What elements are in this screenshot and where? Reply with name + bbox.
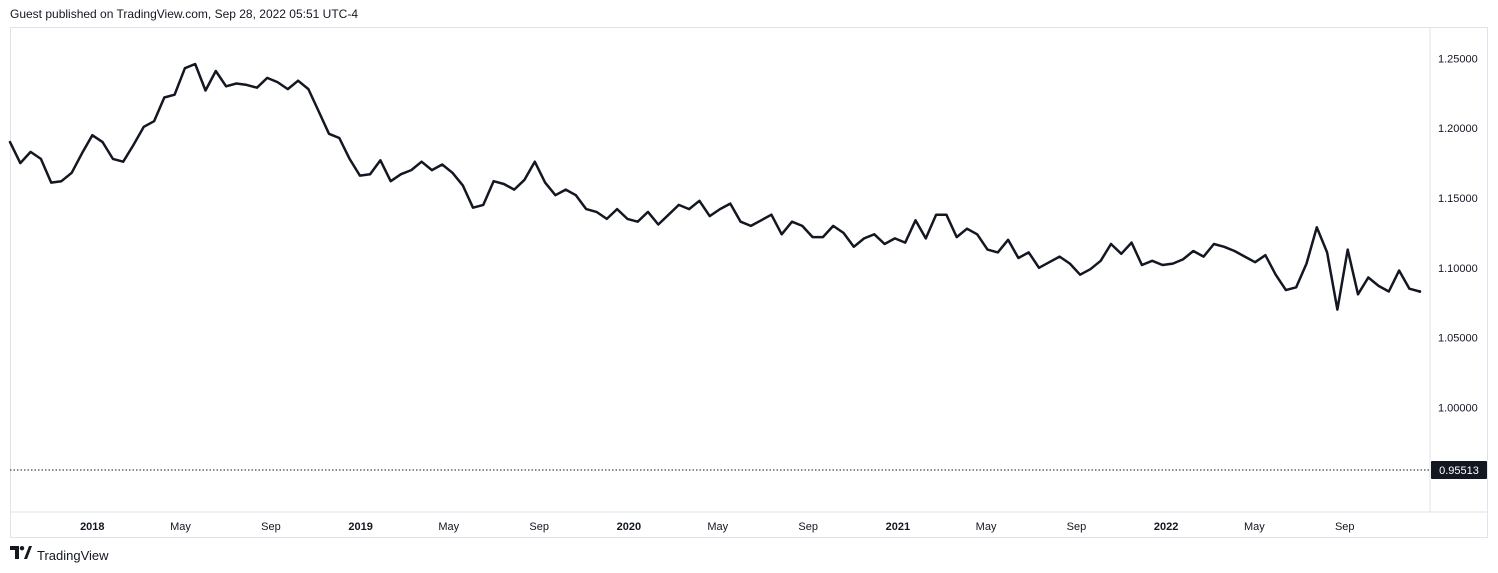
y-tick-label: 1.10000 — [1438, 263, 1478, 275]
price-series-line — [8, 62, 1421, 311]
last-price-layer: 0.95513 — [10, 460, 1487, 479]
published-info: Guest published on TradingView.com, Sep … — [10, 7, 358, 21]
y-axis: 1.25000 1.20000 1.15000 1.10000 1.05000 1.000… — [1438, 53, 1478, 414]
x-tick-label: Sep — [1067, 521, 1087, 533]
x-tick-label: Sep — [798, 521, 818, 533]
footer-brand[interactable]: TradingView — [10, 546, 109, 564]
series-end-point — [1418, 289, 1422, 293]
series-layer — [8, 62, 1422, 311]
plot-border — [10, 27, 1488, 513]
x-tick-label: May — [438, 521, 459, 533]
x-tick-label: May — [1244, 521, 1265, 533]
last-price-label: 0.95513 — [1439, 465, 1479, 477]
x-axis: 2018 May Sep 2019 May Sep 2020 May Sep 2021 May Sep… — [80, 521, 1354, 533]
x-tick-label: 2022 — [1154, 521, 1178, 533]
x-tick-label: 2018 — [80, 521, 104, 533]
y-tick-label: 1.15000 — [1438, 193, 1478, 205]
x-tick-label: Sep — [1335, 521, 1355, 533]
x-tick-label: May — [976, 521, 997, 533]
x-tick-label: May — [170, 521, 191, 533]
x-tick-label: Sep — [261, 521, 281, 533]
x-tick-label: 2020 — [617, 521, 641, 533]
y-tick-label: 1.05000 — [1438, 333, 1478, 345]
y-tick-label: 1.20000 — [1438, 123, 1478, 135]
x-tick-label: 2019 — [348, 521, 372, 533]
x-tick-label: May — [707, 521, 728, 533]
last-price-tag — [1431, 460, 1487, 479]
y-tick-label: 1.25000 — [1438, 53, 1478, 65]
footer-brand-label: TradingView — [37, 547, 109, 563]
tradingview-logo-icon — [10, 546, 32, 564]
x-tick-label: Sep — [529, 521, 549, 533]
chart-frame — [10, 27, 1488, 538]
y-tick-label: 1.00000 — [1438, 402, 1478, 414]
x-tick-label: 2021 — [886, 521, 910, 533]
